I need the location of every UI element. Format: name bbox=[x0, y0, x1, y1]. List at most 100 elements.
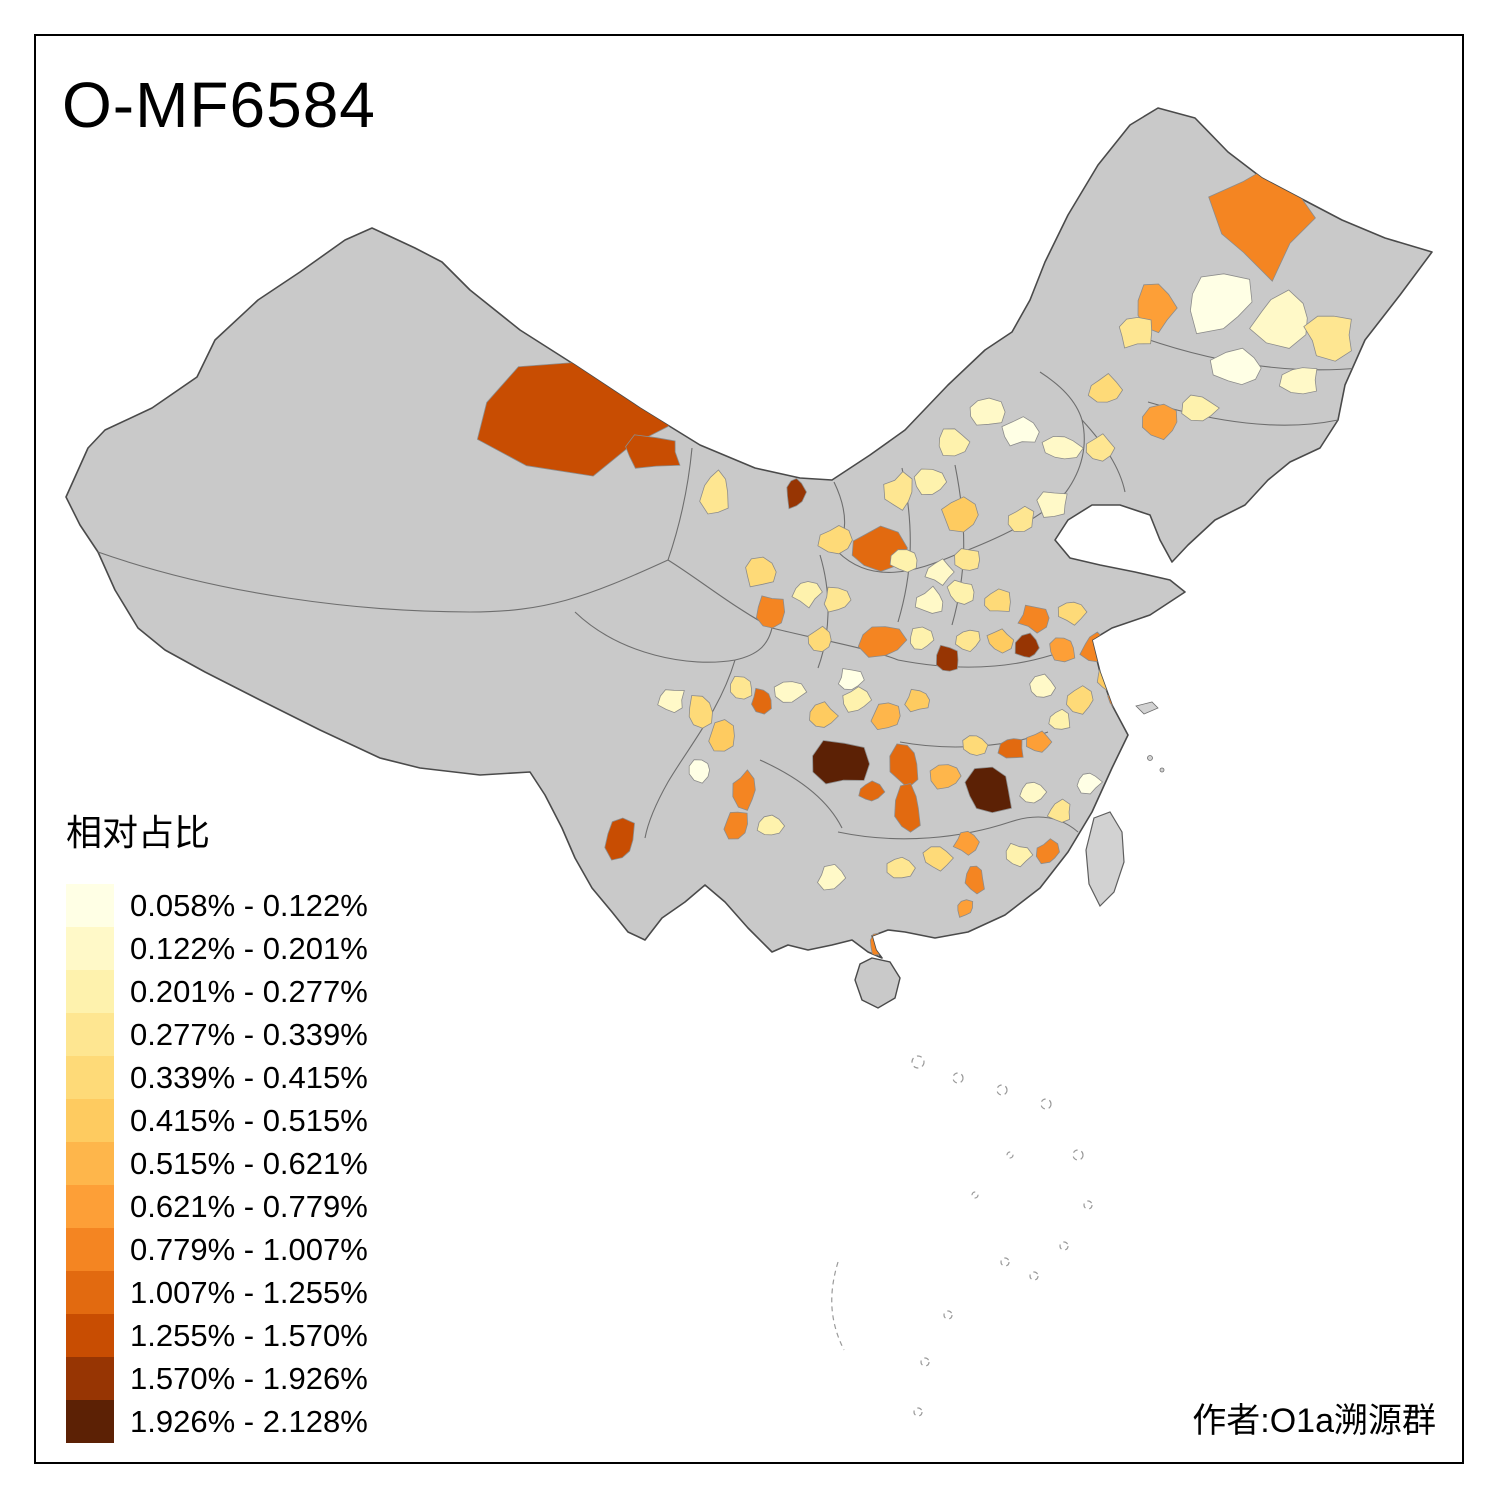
legend-row: 1.926% - 2.128% bbox=[66, 1400, 368, 1443]
map-region bbox=[745, 556, 777, 588]
map-region bbox=[817, 525, 853, 555]
legend-label: 1.007% - 1.255% bbox=[130, 1274, 368, 1310]
map-region bbox=[904, 688, 931, 713]
map-region bbox=[1026, 730, 1053, 753]
legend-label: 1.926% - 2.128% bbox=[130, 1403, 368, 1439]
map-region bbox=[889, 549, 918, 573]
map-region bbox=[1049, 637, 1076, 663]
map-region bbox=[1057, 601, 1088, 626]
legend-row: 0.277% - 0.339% bbox=[66, 1013, 368, 1056]
map-region bbox=[886, 856, 916, 879]
map-region bbox=[955, 629, 981, 653]
map-region bbox=[1073, 515, 1103, 540]
legend-swatch bbox=[66, 1357, 114, 1400]
map-region bbox=[723, 811, 748, 840]
map-region bbox=[929, 764, 962, 790]
legend-row: 0.515% - 0.621% bbox=[66, 1142, 368, 1185]
map-region bbox=[688, 695, 713, 729]
map-region bbox=[786, 478, 807, 510]
map-region bbox=[1005, 842, 1034, 868]
legend-swatch bbox=[66, 1056, 114, 1099]
map-region bbox=[729, 675, 753, 700]
legend-swatch bbox=[66, 1400, 114, 1443]
map-region bbox=[913, 468, 948, 496]
map-region bbox=[946, 579, 975, 605]
map-region bbox=[823, 586, 852, 613]
legend-label: 0.339% - 0.415% bbox=[130, 1059, 368, 1095]
map-region bbox=[910, 626, 935, 650]
legend-row: 0.122% - 0.201% bbox=[66, 927, 368, 970]
map-region bbox=[1118, 316, 1153, 349]
map-region bbox=[954, 548, 981, 571]
legend-items: 0.058% - 0.122% 0.122% - 0.201% 0.201% - 0… bbox=[66, 884, 368, 1443]
legend-row: 1.570% - 1.926% bbox=[66, 1357, 368, 1400]
map-region bbox=[1189, 273, 1253, 335]
map-region bbox=[657, 689, 685, 714]
map-region bbox=[756, 814, 786, 836]
mainland-outline bbox=[65, 107, 1433, 959]
south-sea-islets bbox=[831, 1055, 1093, 1417]
map-region bbox=[837, 668, 865, 691]
legend-label: 0.277% - 0.339% bbox=[130, 1016, 368, 1052]
legend-label: 0.122% - 0.201% bbox=[130, 930, 368, 966]
map-region bbox=[1181, 394, 1220, 422]
legend-swatch bbox=[66, 1185, 114, 1228]
hainan-island bbox=[854, 957, 901, 1009]
map-region bbox=[941, 496, 979, 533]
legend-row: 0.058% - 0.122% bbox=[66, 884, 368, 927]
map-region bbox=[1087, 372, 1124, 403]
map-region bbox=[1036, 491, 1068, 518]
legend-swatch bbox=[66, 884, 114, 927]
map-region bbox=[938, 428, 971, 457]
map-region bbox=[870, 702, 901, 731]
map-region bbox=[1041, 435, 1084, 460]
legend-row: 1.255% - 1.570% bbox=[66, 1314, 368, 1357]
map-region bbox=[1209, 347, 1262, 386]
map-region bbox=[1014, 632, 1040, 658]
map-region bbox=[997, 738, 1024, 759]
map-region bbox=[984, 588, 1011, 612]
map-region bbox=[922, 846, 954, 872]
map-region bbox=[894, 783, 921, 833]
map-region bbox=[964, 865, 985, 895]
map-region bbox=[1303, 315, 1352, 362]
legend-swatch bbox=[66, 1228, 114, 1271]
legend-swatch bbox=[66, 927, 114, 970]
legend-swatch bbox=[66, 1271, 114, 1314]
map-region bbox=[1019, 781, 1048, 804]
legend-row: 0.415% - 0.515% bbox=[66, 1099, 368, 1142]
legend-label: 0.621% - 0.779% bbox=[130, 1188, 368, 1224]
map-region bbox=[952, 830, 980, 856]
map-region bbox=[755, 595, 786, 629]
map-region bbox=[935, 644, 959, 672]
map-region bbox=[708, 719, 735, 752]
legend-label: 0.779% - 1.007% bbox=[130, 1231, 368, 1267]
map-region bbox=[1046, 798, 1071, 823]
page-title: O-MF6584 bbox=[62, 69, 376, 141]
map-region bbox=[1066, 685, 1094, 715]
map-region bbox=[842, 686, 873, 713]
legend-row: 0.339% - 0.415% bbox=[66, 1056, 368, 1099]
map-region bbox=[1141, 403, 1178, 441]
map-region bbox=[1001, 416, 1040, 447]
map-region bbox=[625, 434, 681, 469]
map-region bbox=[812, 740, 870, 785]
map-region bbox=[1076, 772, 1104, 795]
map-region bbox=[883, 471, 913, 511]
legend-row: 0.779% - 1.007% bbox=[66, 1228, 368, 1271]
map-region bbox=[773, 681, 808, 703]
legend-row: 1.007% - 1.255% bbox=[66, 1271, 368, 1314]
map-region bbox=[732, 769, 756, 811]
legend-label: 1.570% - 1.926% bbox=[130, 1360, 368, 1396]
legend-label: 0.201% - 0.277% bbox=[130, 973, 368, 1009]
legend-swatch bbox=[66, 1013, 114, 1056]
map-region bbox=[1007, 505, 1035, 533]
map-region bbox=[914, 585, 944, 614]
map-region bbox=[857, 626, 908, 658]
map-region bbox=[688, 759, 711, 784]
legend-label: 0.415% - 0.515% bbox=[130, 1102, 368, 1138]
map-region bbox=[751, 687, 772, 715]
map-region bbox=[1048, 708, 1071, 730]
map-region bbox=[809, 701, 839, 728]
